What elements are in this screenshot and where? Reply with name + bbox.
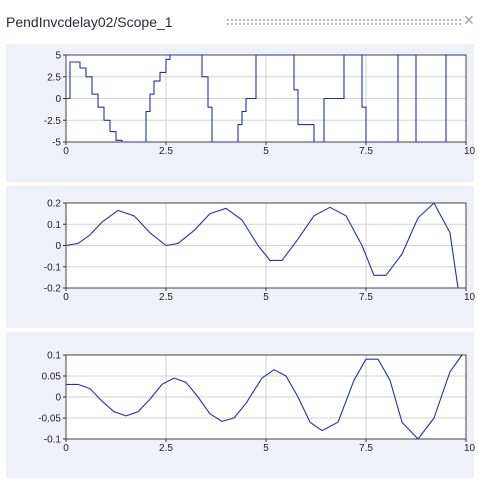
axes-frame bbox=[65, 354, 467, 440]
y-tick-label: -0.1 bbox=[44, 262, 62, 273]
x-tick-label: 10 bbox=[464, 146, 476, 157]
scope-title-bar[interactable]: PendInvcdelay02/Scope_1 ✕ bbox=[0, 0, 479, 40]
x-tick-label: 7.5 bbox=[359, 443, 373, 454]
scope-axes-2: 0 2.5 5 7.5 10 0.2 0.1 0 -0.1 -0.2 bbox=[44, 199, 476, 304]
y-tick-label: -2.5 bbox=[44, 116, 62, 127]
y-tick-label: 0.1 bbox=[47, 351, 61, 362]
y-tick-label: 0.05 bbox=[42, 372, 62, 383]
scope-axes-1: 0 2.5 5 7.5 10 5 2.5 0 -2.5 -5 bbox=[44, 51, 476, 158]
x-tick-label: 2.5 bbox=[159, 292, 173, 303]
signal-line bbox=[65, 202, 459, 289]
close-icon[interactable]: ✕ bbox=[463, 12, 475, 28]
window-title: PendInvcdelay02/Scope_1 bbox=[6, 14, 173, 30]
x-tick-label: 10 bbox=[464, 443, 476, 454]
y-tick-label: 0 bbox=[55, 241, 61, 252]
y-tick-label: 0.2 bbox=[47, 199, 61, 210]
y-tick-label: -0.2 bbox=[44, 284, 62, 295]
x-tick-label: 2.5 bbox=[159, 443, 173, 454]
y-tick-label: 0.1 bbox=[47, 220, 61, 231]
y-tick-label: 2.5 bbox=[47, 72, 61, 83]
x-tick-label: 7.5 bbox=[359, 146, 373, 157]
y-tick-label: 0 bbox=[55, 94, 61, 105]
x-tick-label: 0 bbox=[63, 443, 69, 454]
y-tick-label: -0.05 bbox=[38, 414, 61, 425]
y-tick-label: 0 bbox=[55, 393, 61, 404]
signal-line bbox=[66, 354, 463, 440]
signal-line bbox=[66, 54, 466, 143]
x-tick-label: 5 bbox=[263, 146, 269, 157]
x-tick-label: 5 bbox=[263, 443, 269, 454]
x-tick-label: 0 bbox=[63, 146, 69, 157]
x-tick-label: 7.5 bbox=[359, 292, 373, 303]
y-tick-label: -5 bbox=[52, 138, 61, 149]
x-tick-label: 0 bbox=[63, 292, 69, 303]
drag-grip-handle[interactable] bbox=[226, 18, 462, 26]
x-tick-label: 2.5 bbox=[159, 146, 173, 157]
x-tick-label: 10 bbox=[464, 292, 476, 303]
x-tick-label: 5 bbox=[263, 292, 269, 303]
scope-axes-3: 0 2.5 5 7.5 10 0.1 0.05 0 -0.05 -0.1 bbox=[38, 351, 475, 455]
y-tick-label: 5 bbox=[55, 51, 61, 62]
y-tick-label: -0.1 bbox=[44, 435, 62, 446]
